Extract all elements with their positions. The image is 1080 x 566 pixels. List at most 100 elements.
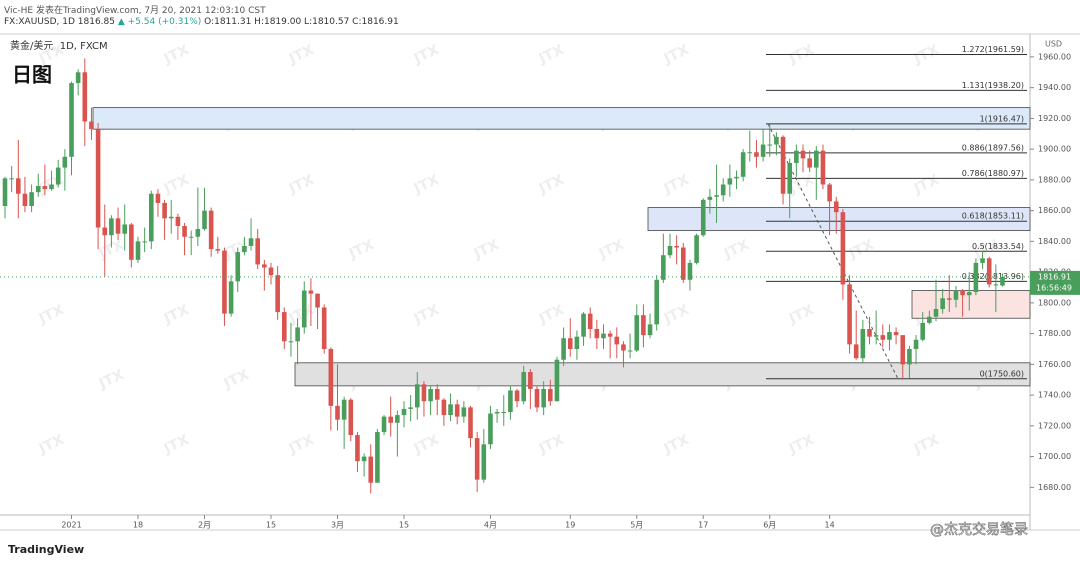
candle-body xyxy=(55,167,61,185)
candle-body xyxy=(521,372,526,402)
candle-body xyxy=(993,284,999,286)
fib-label: 1.272(1961.59) xyxy=(962,45,1024,54)
watermark: JTX xyxy=(536,302,567,328)
candle-body xyxy=(454,404,460,417)
candle-body xyxy=(887,332,892,340)
candle-body xyxy=(508,390,513,413)
candle-body xyxy=(202,210,207,230)
candle-body xyxy=(674,245,679,248)
watermark: JTX xyxy=(661,432,692,458)
candle-body xyxy=(581,313,586,337)
candle-body xyxy=(947,298,952,300)
candle-body xyxy=(880,335,886,340)
candle-body xyxy=(16,178,21,194)
candle-body xyxy=(501,412,507,414)
symbol: FX:XAUUSD, 1D xyxy=(4,17,75,27)
candle-body xyxy=(907,348,912,365)
x-tick-label: 17 xyxy=(698,521,708,530)
candle-body xyxy=(301,290,307,328)
candle-body xyxy=(415,384,420,408)
candle-body xyxy=(155,193,161,203)
candle-body xyxy=(29,192,34,207)
watermark: JTX xyxy=(36,302,67,328)
zone xyxy=(294,362,1031,387)
x-tick-label: 5月 xyxy=(630,521,643,530)
candle-body xyxy=(760,144,766,157)
zone xyxy=(92,107,1031,130)
candle-body xyxy=(900,335,906,365)
candle-body xyxy=(554,359,560,402)
candle-body xyxy=(222,250,227,314)
candle-body xyxy=(208,210,214,250)
currency: USD xyxy=(1045,40,1062,49)
ohlc-text: O:1811.31 H:1819.00 L:1810.57 C:1816.91 xyxy=(204,17,399,27)
watermark: JTX xyxy=(286,172,317,198)
candle-body xyxy=(282,312,287,342)
candle-body xyxy=(42,186,48,190)
watermark: JTX xyxy=(661,42,692,68)
candle-body xyxy=(468,407,473,439)
candle-body xyxy=(820,150,826,185)
legend: 黄金/美元, 1D, FXCM xyxy=(10,39,108,52)
credit: @杰克交易笔录 xyxy=(930,521,1028,538)
candle-body xyxy=(740,152,746,177)
watermark: JTX xyxy=(536,42,567,68)
candle-body xyxy=(601,333,606,339)
candle-body xyxy=(634,315,640,351)
y-tick-label: 1880.00 xyxy=(1038,175,1071,184)
candle-body xyxy=(694,235,699,263)
candle-body xyxy=(621,344,626,351)
y-tick-label: 1960.00 xyxy=(1038,52,1071,61)
candle-body xyxy=(75,72,81,84)
candle-body xyxy=(321,307,327,349)
y-tick-label: 1760.00 xyxy=(1038,360,1071,369)
candle-body xyxy=(893,332,899,336)
x-tick-label: 14 xyxy=(825,521,835,530)
watermark: JTX xyxy=(161,172,192,198)
candle-body xyxy=(434,388,440,400)
candle-body xyxy=(441,399,447,416)
candle-body xyxy=(980,258,985,263)
candle-body xyxy=(242,245,247,253)
candle-body xyxy=(840,212,846,285)
candle-body xyxy=(867,328,872,337)
candle-body xyxy=(647,324,653,336)
candle-body xyxy=(168,216,174,219)
candle-body xyxy=(833,201,839,213)
candle-body xyxy=(228,281,234,314)
candle-body xyxy=(567,338,573,349)
x-tick-label: 2月 xyxy=(198,521,211,530)
candle-body xyxy=(514,390,520,402)
candle-body xyxy=(920,322,925,340)
candle-body xyxy=(687,262,693,280)
y-tick-label: 1900.00 xyxy=(1038,145,1071,154)
fib-label: 0.886(1897.56) xyxy=(962,143,1024,152)
last-price-label: 1816.91 xyxy=(1038,272,1071,281)
candle-body xyxy=(787,162,792,194)
publisher: Vic-HE 发表在TradingView.com, 7月 20, 2021 1… xyxy=(4,6,266,16)
y-tick-label: 1860.00 xyxy=(1038,206,1071,215)
candle-body xyxy=(268,267,274,276)
candle-body xyxy=(361,456,367,462)
candle-body xyxy=(9,178,14,180)
candle-body xyxy=(421,384,427,402)
watermark: JTX xyxy=(286,302,317,328)
x-tick-label: 6月 xyxy=(763,521,776,530)
candle-body xyxy=(375,431,380,483)
candle-body xyxy=(288,341,294,343)
candle-body xyxy=(35,186,41,193)
watermark: JTX xyxy=(661,172,692,198)
candle-body xyxy=(428,388,433,402)
candle-body xyxy=(308,290,314,294)
candle-body xyxy=(341,399,347,420)
candle-body xyxy=(102,227,108,236)
candle-body xyxy=(727,178,733,185)
candle-body xyxy=(667,245,673,256)
candle-body xyxy=(873,335,879,337)
watermark: JTX xyxy=(911,432,942,458)
candle-body xyxy=(135,241,141,260)
fib-label: 1.131(1938.20) xyxy=(962,81,1024,90)
brand: TradingView xyxy=(8,543,84,556)
tag: 日图 xyxy=(12,63,52,87)
candle-body xyxy=(953,290,959,300)
